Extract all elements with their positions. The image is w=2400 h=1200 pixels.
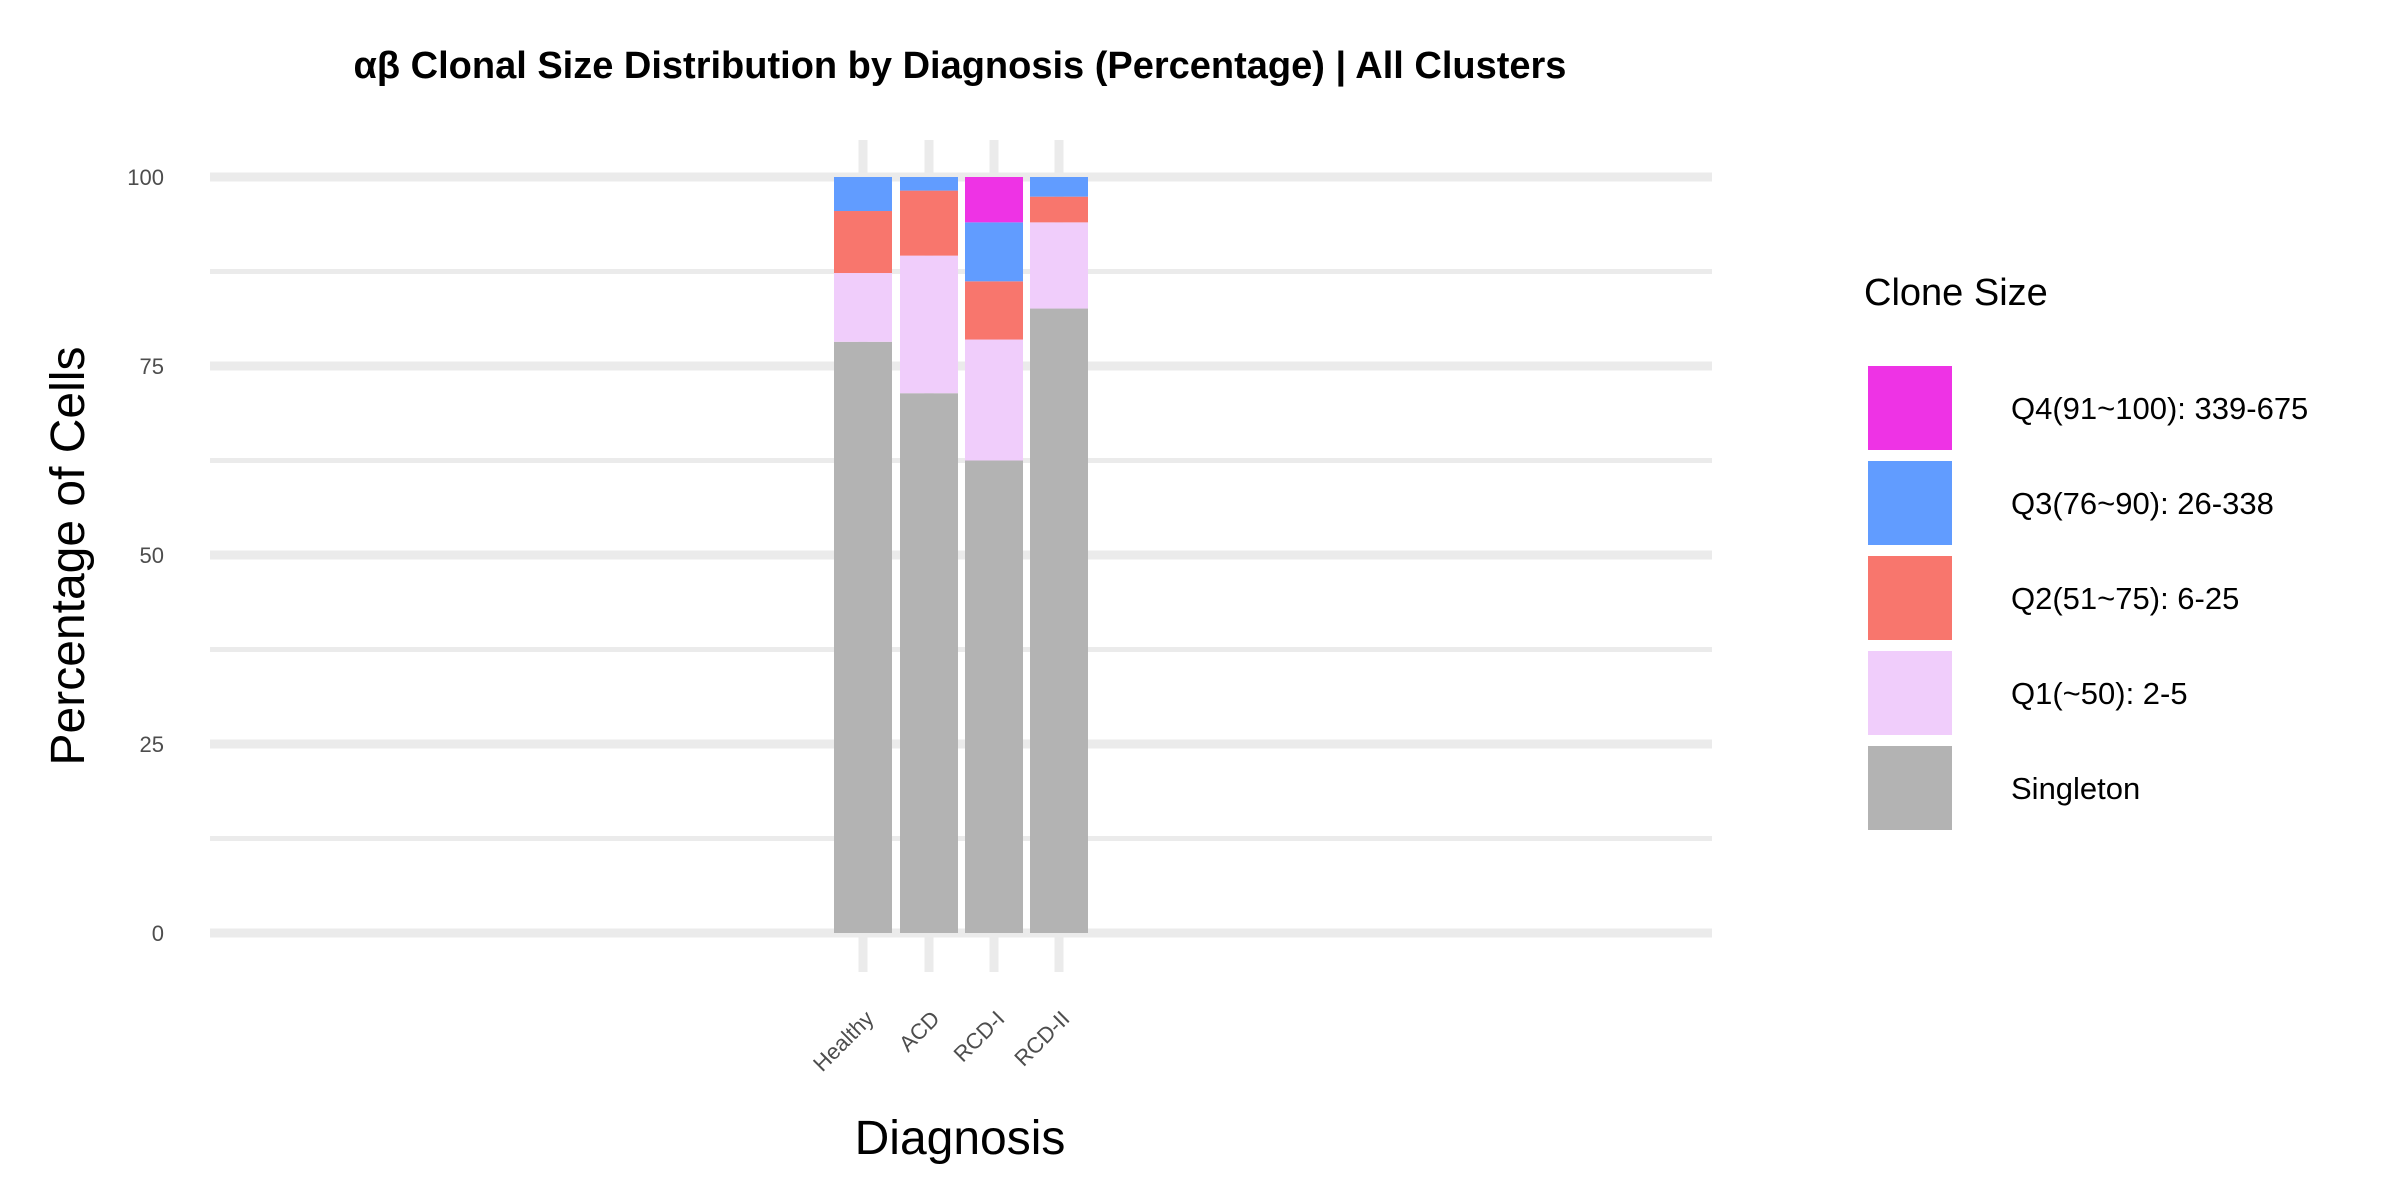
- bar-rcd-i-singleton: [965, 460, 1023, 933]
- bars: [834, 177, 1088, 934]
- bar-rcd-ii-q1-50-2-5: [1030, 222, 1088, 309]
- bar-healthy-singleton: [834, 341, 892, 934]
- legend-label: Singleton: [2011, 771, 2140, 806]
- x-tick-label: Healthy: [808, 1006, 878, 1076]
- legend-swatch: [1868, 651, 1952, 735]
- y-tick-label: 0: [152, 921, 164, 946]
- x-tick-labels: Healthy ACD RCD-I RCD-II: [808, 1006, 1074, 1076]
- bar-healthy-q2-51-75-6-25: [834, 211, 892, 274]
- legend-label: Q3(76~90): 26-338: [2011, 486, 2274, 521]
- bar-healthy-q3-76-90-26-338: [834, 177, 892, 212]
- bar-rcd-i-q3-76-90-26-338: [965, 222, 1023, 282]
- x-axis-title: Diagnosis: [855, 1112, 1066, 1165]
- bar-acd-singleton: [900, 393, 958, 933]
- bar-healthy-q1-50-2-5: [834, 273, 892, 342]
- y-tick-label: 100: [127, 165, 164, 190]
- legend-swatch: [1868, 746, 1952, 830]
- x-tick-label: ACD: [894, 1006, 945, 1057]
- y-tick-labels: 0 25 50 75 100: [127, 165, 164, 946]
- y-axis-title: Percentage of Cells: [42, 347, 95, 766]
- x-tick-label: RCD-II: [1009, 1006, 1074, 1071]
- y-tick-label: 50: [140, 543, 164, 568]
- y-tick-label: 25: [140, 732, 164, 757]
- bar-rcd-ii-q2-51-75-6-25: [1030, 196, 1088, 223]
- legend-label: Q2(51~75): 6-25: [2011, 581, 2239, 616]
- legend-label: Q4(91~100): 339-675: [2011, 391, 2308, 426]
- bar-acd-q2-51-75-6-25: [900, 190, 958, 256]
- legend-title: Clone Size: [1864, 272, 2048, 314]
- bar-rcd-ii-q3-76-90-26-338: [1030, 177, 1088, 197]
- legend-swatch: [1868, 556, 1952, 640]
- bar-acd-q3-76-90-26-338: [900, 177, 958, 191]
- legend-swatch: [1868, 461, 1952, 545]
- x-tick-label: RCD-I: [949, 1006, 1010, 1067]
- bar-rcd-ii-singleton: [1030, 308, 1088, 933]
- chart-title: αβ Clonal Size Distribution by Diagnosis…: [354, 45, 1567, 87]
- bar-rcd-i-q4-91-100-339-675: [965, 177, 1023, 223]
- bar-acd-q1-50-2-5: [900, 255, 958, 394]
- legend-swatch: [1868, 366, 1952, 450]
- legend: Clone Size Q4(91~100): 339-675 Q3(76~90):…: [1864, 272, 2308, 830]
- y-tick-label: 75: [140, 354, 164, 379]
- legend-label: Q1(~50): 2-5: [2011, 676, 2188, 711]
- bar-rcd-i-q2-51-75-6-25: [965, 281, 1023, 340]
- bar-rcd-i-q1-50-2-5: [965, 339, 1023, 461]
- gridlines: [210, 140, 1712, 972]
